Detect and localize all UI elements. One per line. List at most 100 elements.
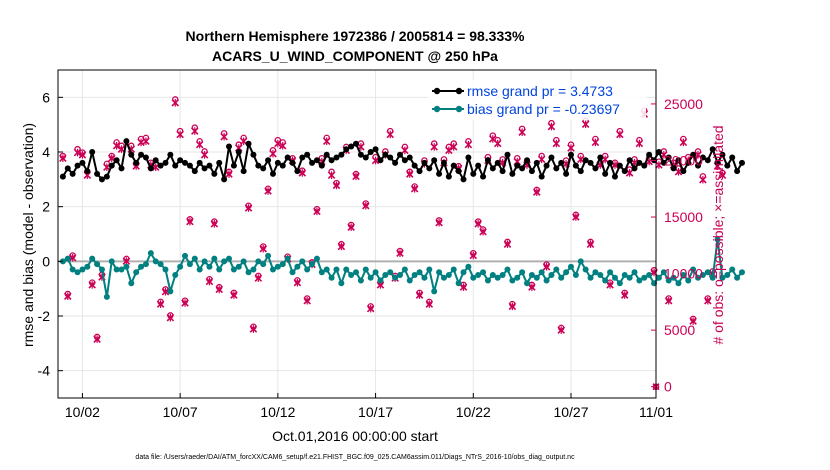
rmse-point [680,168,687,175]
rmse-point [211,170,218,177]
bias-point [279,261,286,268]
obs-assimilated-marker [572,213,580,221]
rmse-point [499,168,506,175]
obs-assimilated-marker [210,220,219,228]
rmse-point [221,176,228,183]
bias-point [255,258,262,265]
rmse-point [309,159,316,166]
bias-point [133,269,140,276]
bias-point [416,269,423,276]
rmse-point [675,157,682,164]
legend-bias-marker-left [433,105,441,113]
bias-point [182,252,189,259]
bias-point [592,269,599,276]
rmse-point [186,162,193,169]
rmse-point [524,157,531,164]
obs-assimilated-marker [557,326,565,334]
rmse-point [582,157,589,164]
rmse-point [489,165,496,172]
obs-assimilated-marker [73,148,82,157]
obs-assimilated-marker [122,257,131,265]
rmse-point [113,157,120,164]
bias-point [460,269,467,276]
obs-assimilated-marker [396,249,404,258]
obs-assimilated-marker [225,170,233,178]
bias-point [685,277,692,284]
rmse-point [440,159,447,166]
obs-assimilated-marker [679,138,688,147]
bias-point [426,266,433,273]
rmse-point [362,154,369,161]
bias-point [299,258,306,265]
rmse-point [269,170,276,177]
rmse-point [636,159,643,166]
bias-point [621,272,628,278]
rmse-point [480,173,487,180]
rmse-point [646,151,653,158]
rmse-point [294,168,301,175]
bias-point [626,274,633,281]
rmse-point [89,149,96,155]
obs-assimilated-marker [264,187,272,195]
rmse-point [387,154,394,161]
rmse-point [69,170,76,177]
bias-point [294,263,301,270]
bias-point [504,266,511,273]
rmse-point [279,162,286,169]
bias-point [577,258,584,265]
obs-assimilated-marker [362,201,370,210]
rmse-point [201,165,208,172]
rmse-point [372,146,379,153]
bias-point [729,266,736,273]
bias-point [108,258,115,265]
rmse-point [182,159,189,166]
obs-assimilated-marker [278,141,287,150]
obs-assimilated-marker [161,287,170,296]
bias-point [284,255,291,262]
rmse-point [426,165,433,172]
obs-assimilated-marker [93,335,101,343]
rmse-point [133,159,140,166]
left-tick-label: 4 [42,144,50,160]
rmse-point [323,151,330,158]
rmse-point [216,159,223,166]
rmse-point [626,157,633,164]
bias-point [94,261,101,268]
rmse-point [338,151,345,158]
obs-assimilated-marker [689,317,697,325]
obs-assimilated-marker [371,156,380,165]
rmse-point [255,162,262,169]
bias-point [274,263,281,270]
obs-assimilated-marker [635,139,644,148]
obs-assimilated-marker [533,188,541,196]
data-file-footnote: data file: /Users/raeder/DAI/ATM_forcXX/… [135,454,575,461]
bias-point [177,263,184,270]
obs-assimilated-marker [464,140,473,149]
obs-assimilated-marker [220,132,228,141]
rmse-point [382,151,389,158]
bias-point [392,274,399,281]
right-tick-label: 0 [664,379,672,395]
bias-point [69,266,76,273]
bias-point [436,269,443,276]
bias-point [699,272,706,278]
obs-assimilated-marker [347,223,355,232]
obs-assimilated-marker [664,296,673,305]
bias-point [235,263,242,270]
obs-assimilated-marker [518,128,526,137]
obs-assimilated-marker [718,171,727,179]
rmse-point [289,159,296,166]
rmse-point [333,154,340,161]
bias-point [538,269,545,276]
rmse-point [621,168,628,175]
rmse-point [152,157,159,164]
rmse-point [284,154,291,161]
obs-assimilated-marker [59,154,67,163]
rmse-point [343,146,350,153]
obs-assimilated-marker [78,151,87,159]
bias-point [465,263,472,270]
bias-point [103,293,110,300]
rmse-point [328,157,335,164]
rmse-point [191,168,198,175]
